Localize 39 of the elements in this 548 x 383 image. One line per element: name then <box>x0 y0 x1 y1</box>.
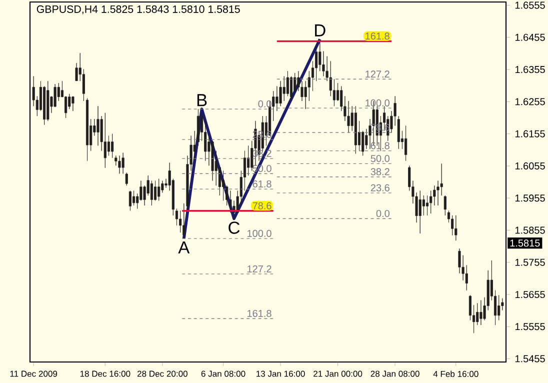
annotation: 0.0 <box>376 210 390 218</box>
annotation: 38.2 <box>370 168 390 176</box>
y-tick-label: 1.5855 <box>515 226 545 234</box>
annotation: 78.6 <box>252 202 272 210</box>
y-tick-label: 1.5755 <box>515 258 545 266</box>
annotation: 161.8 <box>248 310 272 318</box>
annotation: 61.8 <box>252 180 272 188</box>
x-tick-label: 6 Jan 08:00 <box>201 370 246 377</box>
annotation: 50.0 <box>370 154 390 162</box>
annotation: C <box>228 222 240 234</box>
annotation: B <box>197 94 207 106</box>
y-tick-label: 1.5455 <box>515 355 545 362</box>
x-tick-label: 4 Feb 16:00 <box>433 370 478 377</box>
x-tick-label: 28 Dec 20:00 <box>137 370 188 377</box>
y-tick-label: 1.5955 <box>515 194 545 202</box>
y-tick-label: 1.6255 <box>515 98 545 106</box>
annotation: D <box>315 24 326 36</box>
annotation: 23.6 <box>252 130 272 138</box>
x-tick-label: 11 Dec 2009 <box>10 370 58 377</box>
annotation: A <box>178 242 190 254</box>
y-tick-label: 1.6055 <box>515 162 545 170</box>
annotation: 100.0 <box>248 230 272 237</box>
annotation: 127.2 <box>366 70 390 78</box>
x-tick-label: 21 Jan 00:00 <box>314 370 362 377</box>
x-tick-label: 18 Dec 16:00 <box>80 370 130 377</box>
y-tick-label: 1.5655 <box>515 290 545 298</box>
y-tick-label: 1.6555 <box>515 2 545 9</box>
annotation: 23.6 <box>370 184 390 192</box>
y-tick-label: 1.6155 <box>515 130 545 138</box>
annotation: 161.8 <box>366 32 390 40</box>
x-tick-label: 28 Jan 08:00 <box>370 370 420 377</box>
annotation: 1.5815 <box>510 240 540 247</box>
annotation: 78.6 <box>370 124 390 131</box>
annotation: 127.2 <box>248 265 272 272</box>
y-tick-label: 1.5555 <box>515 323 545 330</box>
y-tick-label: 1.6355 <box>515 66 545 74</box>
y-tick-label: 1.6455 <box>515 34 545 41</box>
x-tick-label: 13 Jan 16:00 <box>256 370 305 377</box>
chart-title: GBPUSD,H4 1.5825 1.5843 1.5810 1.5815 <box>36 5 240 14</box>
